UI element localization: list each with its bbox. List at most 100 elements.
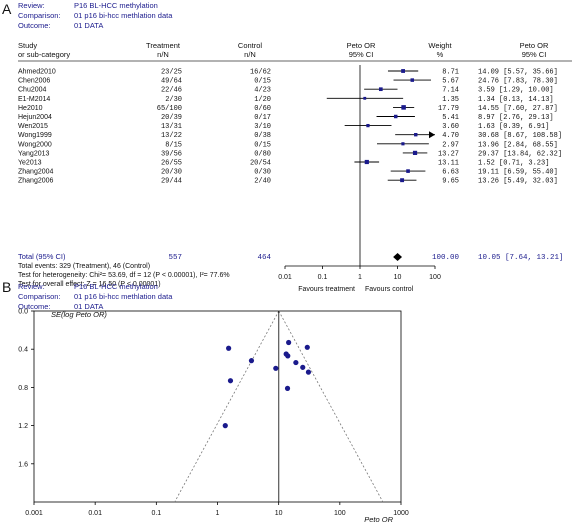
study-weight: 6.63 <box>442 169 459 177</box>
study-weight: 3.60 <box>442 123 459 131</box>
study-control: 0/15 <box>254 141 271 149</box>
study-treatment: 39/56 <box>161 150 182 158</box>
study-treatment: 29/44 <box>161 178 182 186</box>
total-control: 464 <box>257 254 271 262</box>
study-or-ci: 1.63 [0.39, 6.91] <box>478 123 549 131</box>
total-label: Total (95% CI) <box>18 252 66 261</box>
panel-b-header-value: 01 DATA <box>74 302 103 311</box>
x-tick-label: 100 <box>429 274 441 281</box>
panel-b-header-value: P16 BL-HCC methylation <box>74 282 158 291</box>
study-weight: 2.97 <box>442 141 459 149</box>
col-treatment-subheader: n/N <box>157 50 169 59</box>
study-weight: 13.11 <box>438 160 459 168</box>
col-or-plot-header: Peto OR <box>347 41 376 50</box>
panel-b-header-label: Review: <box>18 282 45 291</box>
panel-a-header-value: 01 p16 bi-hcc methlation data <box>74 11 173 20</box>
study-or-ci: 30.68 [8.67, 108.58] <box>478 132 562 140</box>
funnel-point <box>227 378 234 384</box>
study-or-ci: 14.09 [5.57, 35.66] <box>478 69 558 77</box>
x-tick-label: 0.01 <box>88 510 102 517</box>
panel-a-header-value: 01 DATA <box>74 21 103 30</box>
plot-frame <box>33 310 402 503</box>
study-name: Zhang2006 <box>18 178 54 185</box>
study-or-ci: 1.34 [0.13, 14.13] <box>478 96 554 104</box>
col-study-header: Study <box>18 41 37 50</box>
study-weight: 17.79 <box>438 105 459 113</box>
study-or-ci: 14.55 [7.60, 27.87] <box>478 105 558 113</box>
study-treatment: 13/31 <box>161 123 182 131</box>
study-weight: 7.14 <box>442 87 459 95</box>
col-control-subheader: n/N <box>244 50 256 59</box>
funnel-ylabel: SE(log Peto OR) <box>51 310 107 319</box>
study-or-ci: 29.37 [13.84, 62.32] <box>478 150 562 158</box>
panel-b-label: B <box>2 279 11 295</box>
effect-square <box>363 96 367 100</box>
effect-square <box>378 87 383 92</box>
study-control: 0/30 <box>254 169 271 177</box>
effect-square <box>401 142 405 146</box>
funnel-xlabel: Peto OR <box>364 515 393 524</box>
study-name: Ye2013 <box>18 160 42 167</box>
study-treatment: 20/30 <box>161 169 182 177</box>
study-treatment: 2/30 <box>165 96 182 104</box>
x-tick-label: 0.1 <box>151 510 161 517</box>
study-weight: 1.35 <box>442 96 459 104</box>
funnel-point <box>284 385 291 391</box>
funnel-point <box>273 365 279 371</box>
study-name: Wen2015 <box>18 123 48 130</box>
study-treatment: 20/39 <box>161 114 182 122</box>
effect-square <box>412 150 418 156</box>
total-treatment: 557 <box>168 254 182 262</box>
study-name: Yang2013 <box>18 150 50 157</box>
study-treatment: 22/46 <box>161 87 182 95</box>
col-or-text-header: Peto OR <box>520 41 549 50</box>
col-study-subheader: or sub-category <box>18 50 70 59</box>
panel-a-header-value: P16 BL-HCC methylation <box>74 1 158 10</box>
effect-square <box>366 123 370 128</box>
study-name: He2010 <box>18 105 43 112</box>
study-name: Chu2004 <box>18 87 47 94</box>
funnel-point <box>304 344 310 350</box>
col-treatment-header: Treatment <box>146 41 181 50</box>
x-tick-label: 1000 <box>393 510 409 517</box>
study-control: 0/17 <box>254 114 271 122</box>
study-or-ci: 24.76 [7.83, 78.30] <box>478 78 558 86</box>
col-or-text-subheader: 95% CI <box>522 50 547 59</box>
col-weight-header: Weight <box>428 41 452 50</box>
x-tick-label: 10 <box>275 510 283 517</box>
study-name: Chen2006 <box>18 78 50 85</box>
col-weight-subheader: % <box>437 50 444 59</box>
study-control: 3/10 <box>254 123 271 131</box>
x-tick-label: 1 <box>358 274 362 281</box>
forest-rows: Ahmed2010 23/25 16/62 8.71 14.09 [5.57, 35.6… <box>18 69 562 186</box>
panel-a-header-label: Comparison: <box>18 11 61 20</box>
total-diamond <box>393 253 403 261</box>
funnel-plot: 0.0 0.4 0.8 1.2 1.6 0.001 0.01 0.1 1 10 100 1000 <box>18 309 409 518</box>
funnel-left <box>174 310 280 503</box>
funnel-point <box>222 423 228 429</box>
y-tick-label: 1.2 <box>18 423 28 430</box>
study-name: Hejun2004 <box>18 114 52 121</box>
study-or-ci: 3.59 [1.29, 10.00] <box>478 87 554 95</box>
panel-a-header-label: Review: <box>18 1 45 10</box>
favours-right: Favours control <box>365 286 414 293</box>
x-tick-label: 0.001 <box>25 510 43 517</box>
y-tick-label: 0.8 <box>18 385 28 392</box>
effect-square <box>393 114 398 119</box>
x-tick-label: 10 <box>394 274 402 281</box>
effect-square <box>410 78 415 82</box>
study-control: 2/40 <box>254 178 271 186</box>
study-or-ci: 13.96 [2.84, 68.55] <box>478 141 558 149</box>
study-treatment: 13/22 <box>161 132 182 140</box>
footnote-heterogeneity: Test for heterogeneity: Chi²= 53.69, df … <box>18 272 230 279</box>
col-or-plot-subheader: 95% CI <box>349 50 374 59</box>
effect-square <box>401 69 405 73</box>
study-control: 4/23 <box>254 87 271 95</box>
study-name: Zhang2004 <box>18 169 54 176</box>
col-control-header: Control <box>238 41 263 50</box>
effect-square <box>400 178 405 183</box>
funnel-point <box>286 339 292 346</box>
study-control: 0/15 <box>254 78 271 86</box>
footnote-overall: Test for overall effect: Z = 16.50 (P < … <box>18 281 161 288</box>
